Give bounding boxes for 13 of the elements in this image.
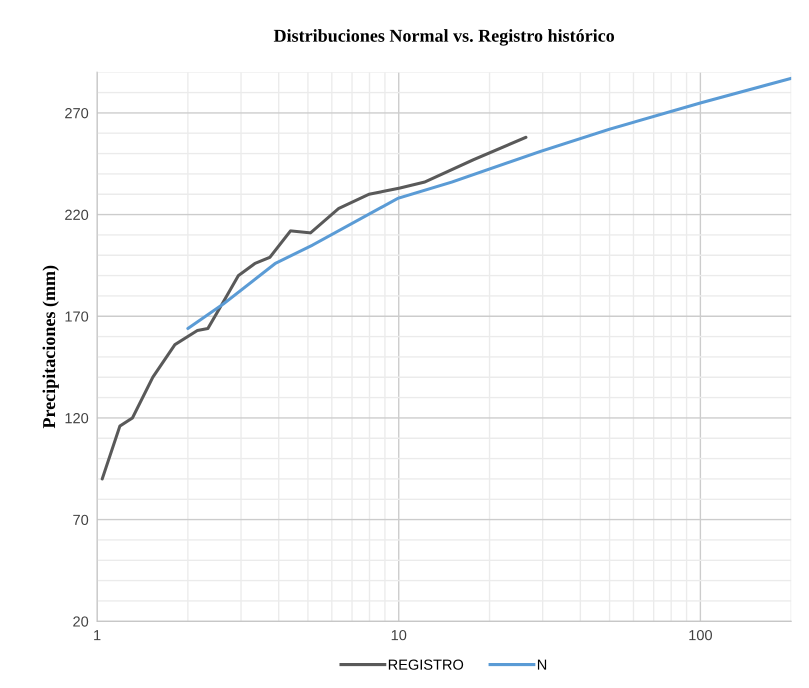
y-tick-label: 220 bbox=[65, 210, 88, 220]
y-tick-label: 70 bbox=[73, 514, 88, 526]
y-tick-label: 170 bbox=[66, 311, 88, 322]
y-tick-label: 270 bbox=[65, 108, 88, 118]
x-tick-label: 1 bbox=[94, 630, 100, 640]
y-axis-title: Precipitaciones (mm) bbox=[42, 266, 59, 428]
y-tick-label: 120 bbox=[66, 413, 88, 424]
x-tick-label: 100 bbox=[689, 630, 712, 640]
x-tick-label: 10 bbox=[392, 630, 406, 640]
legend-label: REGISTRO bbox=[388, 659, 464, 670]
chart-title: Distribuciones Normal vs. Registro histórico bbox=[274, 29, 614, 46]
y-tick-label: 20 bbox=[73, 616, 88, 627]
legend-label: N bbox=[538, 660, 546, 670]
